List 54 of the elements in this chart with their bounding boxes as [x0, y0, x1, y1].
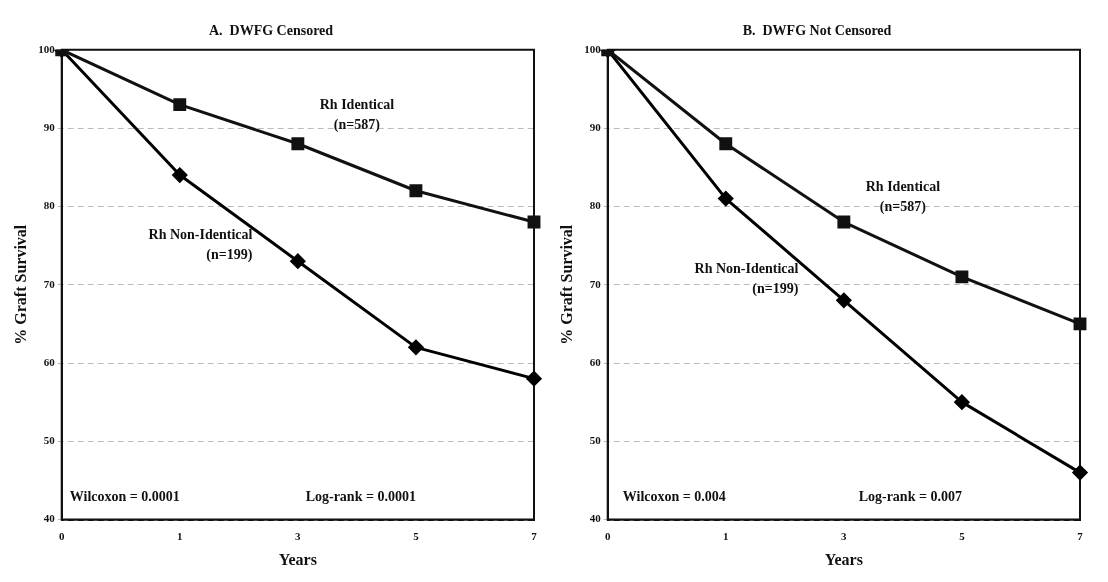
annotation: Log-rank = 0.0001 [305, 489, 416, 505]
x-tick-label: 1 [723, 530, 729, 543]
point [291, 137, 305, 151]
x-axis-title: Years [824, 550, 863, 568]
series-label: Rh Identical (n=587) [319, 96, 395, 133]
point [527, 215, 541, 229]
x-tick-label: 0 [58, 530, 65, 543]
x-tick-label: 3 [841, 530, 848, 543]
y-tick-label: 90 [43, 120, 56, 133]
point [1073, 317, 1087, 331]
y-tick-label: 50 [589, 434, 602, 447]
x-tick-label: 1 [177, 530, 183, 543]
x-tick-label: 7 [531, 530, 538, 543]
point [719, 137, 733, 151]
y-tick-label: 100 [38, 42, 56, 55]
y-tick-label: 40 [589, 512, 602, 525]
y-tick-label: 80 [43, 199, 56, 212]
y-tick-label: 50 [43, 434, 56, 447]
point [1072, 465, 1088, 481]
y-tick-label: 100 [584, 42, 602, 55]
y-tick-label: 80 [589, 199, 602, 212]
point [837, 215, 851, 229]
x-tick-label: 5 [413, 530, 420, 543]
point [173, 98, 187, 112]
point [954, 394, 970, 410]
chart-title: B. DWFG Not Censored [742, 23, 892, 39]
point [408, 339, 424, 355]
annotation: Log-rank = 0.007 [858, 489, 962, 505]
y-tick-label: 60 [43, 355, 56, 368]
series-label: Rh Non-Identical (n=199) [148, 226, 253, 263]
series-label: Rh Non-Identical (n=199) [694, 261, 799, 298]
point [172, 167, 188, 183]
annotation: Wilcoxon = 0.0001 [69, 489, 180, 505]
y-axis-title: % Graft Survival [11, 224, 29, 345]
point [526, 371, 542, 387]
series-label: Rh Identical (n=587) [865, 179, 941, 216]
y-tick-label: 70 [589, 277, 602, 290]
point [836, 292, 852, 308]
y-axis-title: % Graft Survival [557, 224, 575, 345]
point [290, 253, 306, 269]
y-tick-label: 40 [43, 512, 56, 525]
point [955, 270, 969, 284]
x-tick-label: 0 [604, 530, 611, 543]
point [409, 184, 423, 198]
x-tick-label: 3 [295, 530, 302, 543]
annotation: Wilcoxon = 0.004 [622, 489, 726, 505]
chart-title: A. DWFG Censored [208, 23, 334, 39]
x-tick-label: 5 [959, 530, 966, 543]
x-tick-label: 7 [1077, 530, 1084, 543]
y-tick-label: 60 [589, 355, 602, 368]
y-tick-label: 90 [589, 120, 602, 133]
point [718, 191, 734, 207]
y-tick-label: 70 [43, 277, 56, 290]
x-axis-title: Years [278, 550, 317, 568]
